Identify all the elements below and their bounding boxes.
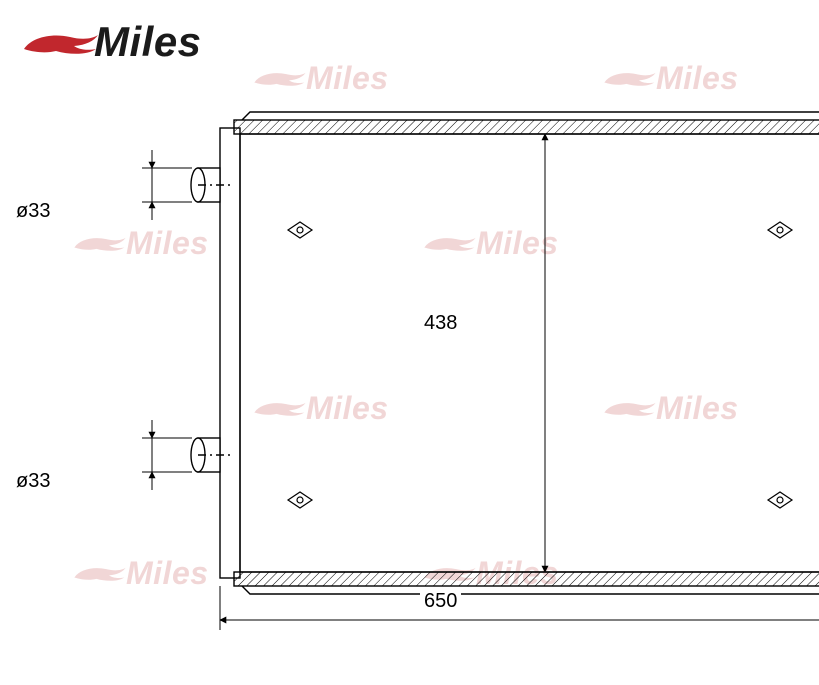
dim-inlet [142,150,192,220]
radiator-core [220,112,819,594]
dim-width-label: 650 [420,590,461,613]
mounting-eye [288,222,792,508]
dim-height-label: 438 [420,312,461,335]
radiator-svg [110,100,819,660]
inlet-port [191,168,234,202]
brand-logo: Miles [22,18,202,66]
hound-icon [22,31,100,53]
brand-name: Miles [94,18,202,66]
dim-outlet [142,420,192,490]
watermark: Miles [600,60,739,97]
watermark: Miles [250,60,389,97]
outlet-port [191,438,234,472]
dim-width [220,586,819,630]
dim-outlet-label: ø33 [12,470,54,493]
dim-inlet-label: ø33 [12,200,54,223]
radiator-diagram: 438 650 ø33 ø33 [110,100,760,570]
